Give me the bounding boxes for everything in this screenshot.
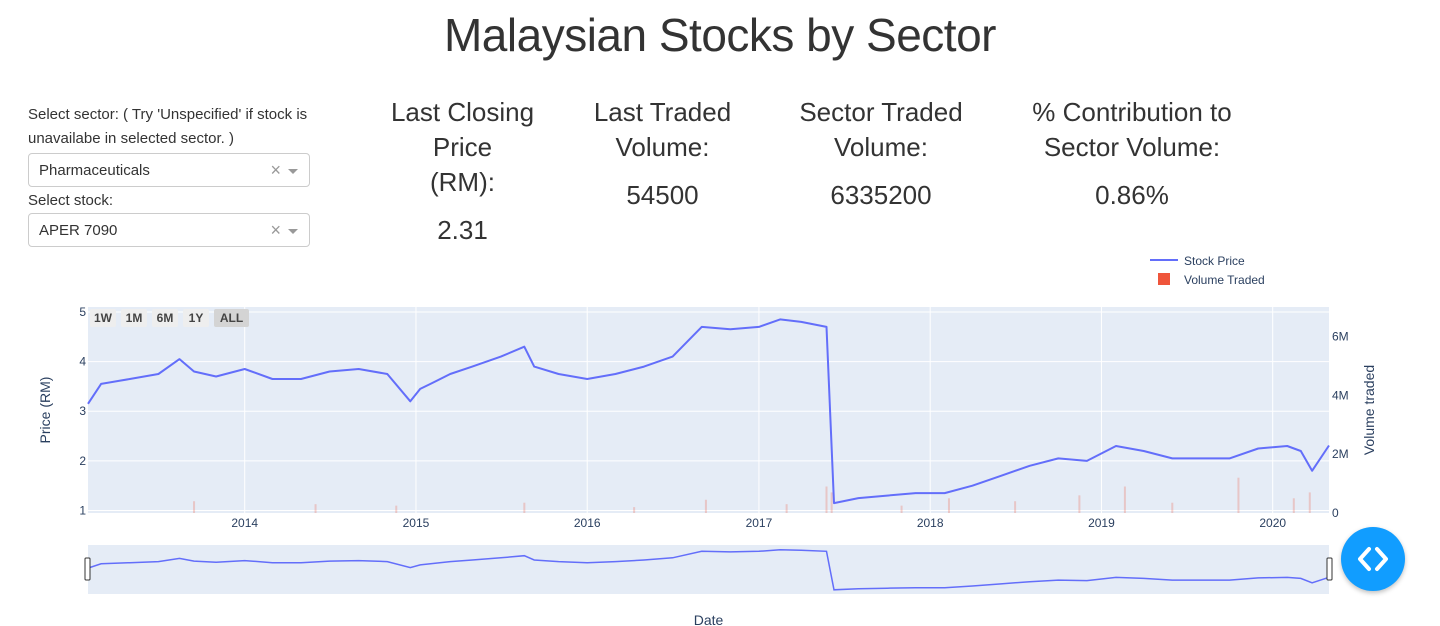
stat-value: 0.86% [1095, 180, 1169, 210]
stat-value: 2.31 [437, 215, 488, 245]
y-tick-label: 4 [79, 355, 86, 369]
stat-label: (RM): [430, 167, 495, 197]
y-tick-label: 5 [79, 305, 86, 319]
volume-bar [830, 492, 833, 513]
x-tick-label: 2017 [746, 516, 773, 530]
stock-dropdown-value: APER 7090 [39, 222, 118, 239]
range-button-6m[interactable] [152, 309, 178, 327]
range-button-label: 1M [126, 311, 143, 325]
volume-bar [1123, 486, 1126, 513]
page-title: Malaysian Stocks by Sector [443, 9, 997, 61]
x-tick-label: 2019 [1088, 516, 1115, 530]
rangeslider-left-handle[interactable] [84, 557, 91, 581]
stat-label: Volume: [834, 132, 928, 162]
stat-label: Sector Volume: [1043, 132, 1221, 162]
y-axis-title: Price (RM) [37, 377, 53, 444]
volume-bar [1292, 498, 1295, 513]
chevron-down-icon[interactable] [288, 169, 298, 174]
volume-bar [1308, 492, 1311, 513]
x-axis-title: Date [694, 612, 724, 626]
x-tick-label: 2018 [917, 516, 944, 530]
code-toggle-button[interactable] [1341, 527, 1405, 591]
stat-label: Last Traded [593, 97, 732, 127]
stat-sector-traded-volume: Sector Traded Volume: 6335200 [790, 95, 972, 211]
y-tick-label: 2 [79, 454, 86, 468]
range-button-1y[interactable] [183, 309, 209, 327]
rangeslider-price-line [87, 548, 1330, 591]
volume-bar [193, 501, 196, 513]
clear-icon[interactable]: × [270, 220, 281, 240]
x-tick-label: 2014 [231, 516, 258, 530]
volume-bar [947, 498, 950, 513]
stock-label: Select stock: [28, 192, 114, 209]
range-button-1m[interactable] [121, 309, 147, 327]
volume-bar [785, 504, 788, 513]
stock-dropdown[interactable]: APER 7090 × [28, 213, 310, 247]
stat-value: 54500 [626, 180, 699, 210]
volume-bar [314, 504, 317, 513]
x-tick-label: 2016 [574, 516, 601, 530]
range-button-1w[interactable] [90, 309, 116, 327]
stat-label: % Contribution to [1032, 97, 1232, 127]
clear-icon[interactable]: × [270, 160, 281, 180]
code-icon [1358, 547, 1388, 571]
stat-value: 6335200 [830, 180, 932, 210]
rangeslider-right-handle[interactable] [1326, 557, 1333, 581]
volume-bar [395, 505, 398, 513]
controls-panel: Select sector: ( Try 'Unspecified' if st… [28, 103, 312, 247]
range-button-all[interactable] [214, 309, 249, 327]
rangeslider[interactable] [88, 545, 1329, 594]
y-tick-label: 1 [79, 504, 86, 518]
range-button-label: 1W [94, 311, 113, 325]
range-button-label: ALL [220, 311, 243, 325]
range-button-label: 1Y [189, 311, 204, 325]
legend-label: Stock Price [1184, 254, 1245, 268]
legend-bar-swatch [1158, 273, 1170, 285]
volume-bar [1078, 495, 1081, 513]
volume-bar [825, 486, 828, 513]
sector-dropdown-value: Pharmaceuticals [39, 162, 150, 179]
stat-sector-contribution: % Contribution to Sector Volume: 0.86% [1022, 95, 1242, 211]
legend-label: Volume Traded [1184, 273, 1265, 287]
volume-bar [1014, 501, 1017, 513]
y2-tick-label: 4M [1332, 388, 1349, 402]
y2-tick-label: 0 [1332, 506, 1339, 520]
volume-bar [633, 507, 636, 513]
volume-bar [1171, 502, 1174, 513]
range-button-label: 6M [157, 311, 174, 325]
y2-axis-title: Volume traded [1361, 365, 1377, 455]
x-tick-label: 2020 [1259, 516, 1286, 530]
volume-bar [1237, 477, 1240, 513]
stat-label: Sector Traded [799, 97, 963, 127]
sector-label: Select sector: ( Try 'Unspecified' if st… [28, 106, 308, 147]
stat-last-traded-volume: Last Traded Volume: 54500 [580, 95, 745, 211]
volume-bar [704, 499, 707, 513]
plot-area [88, 307, 1329, 513]
volume-bar [523, 502, 526, 513]
stat-label: Volume: [615, 132, 710, 162]
price-line [87, 318, 1330, 505]
y2-tick-label: 6M [1332, 329, 1349, 343]
chevron-down-icon[interactable] [288, 229, 298, 234]
stat-label: Last Closing Price [390, 97, 535, 162]
y-tick-label: 3 [79, 404, 86, 418]
y2-tick-label: 2M [1332, 447, 1349, 461]
volume-bar [900, 505, 903, 513]
stat-last-closing-price: Last Closing Price (RM): 2.31 [360, 95, 565, 246]
sector-dropdown[interactable]: Pharmaceuticals × [28, 153, 310, 187]
x-tick-label: 2015 [403, 516, 430, 530]
